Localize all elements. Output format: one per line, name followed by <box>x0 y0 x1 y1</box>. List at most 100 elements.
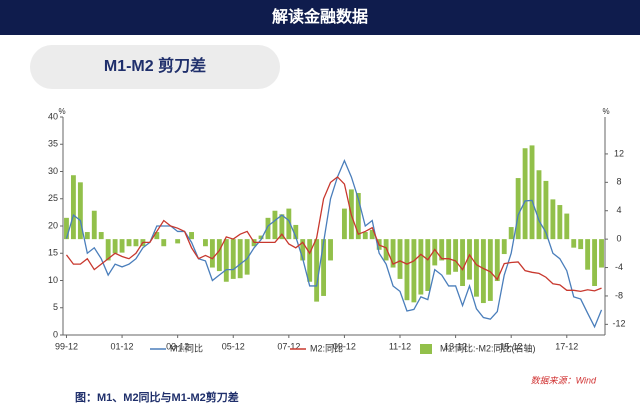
bar <box>98 232 104 240</box>
bar <box>279 214 285 240</box>
bar <box>105 239 111 261</box>
bar <box>536 170 542 240</box>
source: 数据来源：Wind <box>531 375 597 385</box>
bar <box>411 239 417 303</box>
line-series <box>65 158 603 329</box>
y2-tick-label: 0 <box>616 234 621 244</box>
bar <box>515 178 521 240</box>
bar <box>418 239 424 295</box>
legend-label: M1:同比:-M2:同比(右轴) <box>440 342 536 353</box>
y2-tick-label: -4 <box>615 262 623 272</box>
bar <box>550 199 556 240</box>
subtitle-pill <box>30 45 280 89</box>
header-bar <box>0 0 640 35</box>
y-tick-label: 25 <box>48 193 58 203</box>
y-tick-label: 35 <box>48 139 58 149</box>
bar <box>300 239 306 261</box>
y2-tick-label: 4 <box>616 205 621 215</box>
line-series <box>65 176 602 293</box>
bar <box>425 239 431 291</box>
bar <box>397 239 403 279</box>
bar <box>328 239 333 261</box>
x-tick-label: 01-12 <box>111 341 134 351</box>
bar <box>154 232 160 240</box>
y2-tick-label: -8 <box>615 290 623 300</box>
y-tick-label: 30 <box>48 166 58 176</box>
bar <box>592 239 598 287</box>
x-tick-label: 99-12 <box>55 341 78 351</box>
bar <box>404 239 410 301</box>
header-title: 解读金融数据 <box>272 7 368 26</box>
bar <box>383 239 389 261</box>
x-tick-label: 05-12 <box>222 341 245 351</box>
bar <box>189 232 194 240</box>
subtitle: M1-M2 剪刀差 <box>104 56 206 75</box>
bar <box>126 239 132 247</box>
bar <box>133 239 139 247</box>
bar <box>355 192 361 240</box>
bar <box>230 239 236 279</box>
y-unit: % <box>58 107 65 116</box>
bar <box>237 239 243 279</box>
bar <box>446 239 452 275</box>
bar <box>578 239 584 250</box>
x-tick-label: 11-12 <box>389 341 411 351</box>
bar <box>508 227 514 240</box>
x-tick-label: 15-12 <box>500 341 523 351</box>
bar <box>543 180 549 240</box>
bar <box>467 239 472 280</box>
bar <box>501 239 507 255</box>
bar <box>70 175 76 240</box>
y-tick-label: 5 <box>53 302 58 312</box>
y2-tick-label: 8 <box>616 177 621 187</box>
y-tick-label: 0 <box>53 329 58 339</box>
bar <box>439 239 445 261</box>
x-tick-label: 09-12 <box>333 341 356 351</box>
bar <box>369 229 375 240</box>
bar <box>474 239 479 297</box>
y2-tick-label: 12 <box>614 148 624 158</box>
bar <box>112 239 118 254</box>
bar <box>84 232 90 240</box>
bar <box>203 239 208 247</box>
y-tick-label: 40 <box>48 111 58 121</box>
bar <box>390 239 396 268</box>
legend-label: M1:同比 <box>170 342 203 353</box>
bar <box>585 239 591 270</box>
bar <box>175 239 181 244</box>
bar <box>480 239 486 304</box>
bar <box>557 205 563 240</box>
bar <box>487 239 493 301</box>
bar <box>286 208 292 240</box>
bar <box>314 239 320 302</box>
bar <box>161 239 167 247</box>
y2-tick-label: -12 <box>612 319 625 329</box>
caption: 图：M1、M2同比与M1-M2剪刀差 <box>75 390 239 404</box>
bar <box>77 182 83 240</box>
bar <box>244 239 250 275</box>
bar <box>494 239 500 282</box>
bar <box>362 232 368 240</box>
x-tick-label: 07-12 <box>277 341 300 351</box>
bar <box>599 239 604 268</box>
bar <box>564 213 570 240</box>
bar <box>571 239 577 248</box>
bar <box>321 239 327 296</box>
legend-label: M2:同比 <box>310 342 343 353</box>
legend-swatch <box>420 344 432 354</box>
bar <box>453 239 459 272</box>
x-tick-label: 13-12 <box>444 341 467 351</box>
y2-unit: % <box>602 107 609 116</box>
bar <box>293 224 299 240</box>
bar <box>522 148 528 240</box>
bar <box>216 239 222 272</box>
bar <box>223 239 229 282</box>
bar <box>307 239 313 282</box>
x-tick-label: 17-12 <box>555 341 578 351</box>
bar <box>341 208 347 240</box>
bar <box>265 217 271 240</box>
y-tick-label: 20 <box>48 220 58 230</box>
bar <box>91 210 97 240</box>
